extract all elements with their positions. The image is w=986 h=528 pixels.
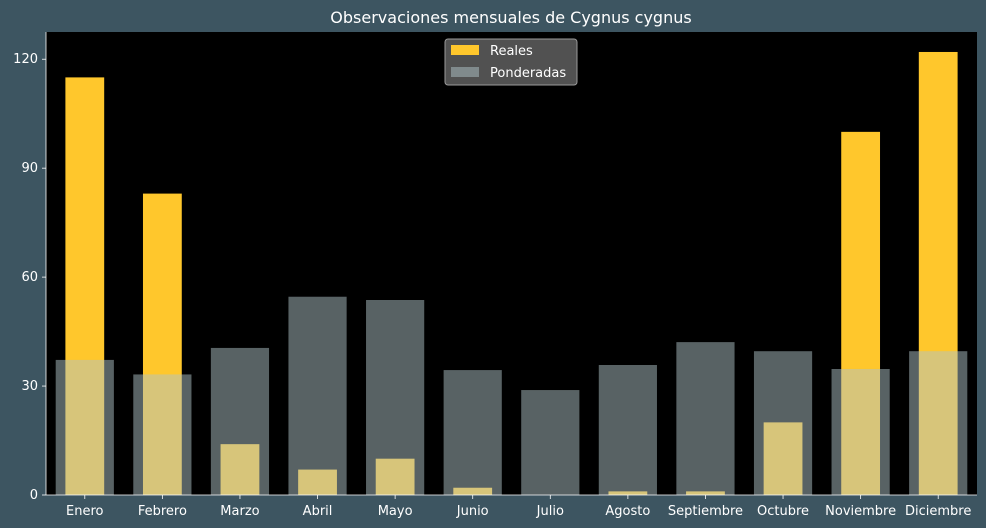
x-tick-label: Abril [303, 504, 333, 519]
bar-ponderadas [909, 351, 968, 495]
x-tick-label: Noviembre [825, 504, 896, 519]
x-tick-label: Agosto [605, 504, 650, 519]
y-tick-label: 90 [21, 161, 38, 176]
y-tick-label: 30 [21, 379, 38, 394]
x-tick-label: Marzo [220, 504, 259, 519]
bar-ponderadas [676, 342, 735, 495]
x-tick-label: Octubre [757, 504, 809, 519]
x-tick-label: Diciembre [905, 504, 971, 519]
y-axis: 0 30 60 90 120 [13, 32, 47, 503]
plot-background [46, 32, 977, 495]
legend: Reales Ponderadas [444, 38, 578, 86]
y-tick-label: 60 [21, 270, 38, 285]
x-tick-label: Enero [66, 504, 104, 519]
bar-ponderadas [443, 370, 502, 495]
legend-label-reales: Reales [490, 44, 533, 59]
bar-ponderadas [521, 390, 580, 495]
bar-ponderadas [288, 296, 347, 495]
bar-ponderadas [831, 368, 890, 495]
y-tick-label: 0 [30, 488, 38, 503]
x-tick-label: Febrero [138, 504, 187, 519]
bar-ponderadas [366, 299, 425, 495]
x-tick-label: Julio [536, 504, 564, 519]
chart-title: Observaciones mensuales de Cygnus cygnus [330, 8, 691, 27]
legend-swatch-ponderadas [451, 67, 479, 77]
bar-ponderadas [598, 364, 657, 495]
x-tick-label: Septiembre [668, 504, 743, 519]
bar-ponderadas [133, 374, 192, 495]
legend-label-ponderadas: Ponderadas [490, 66, 566, 81]
bars-ponderadas [55, 296, 968, 495]
bar-ponderadas [753, 351, 813, 495]
y-tick-label: 120 [13, 52, 38, 67]
x-tick-label: Junio [456, 504, 489, 519]
bar-ponderadas [210, 347, 270, 495]
x-axis: Enero Febrero Marzo Abril Mayo Junio Julio Agos… [46, 494, 977, 519]
legend-swatch-reales [451, 45, 479, 55]
bar-ponderadas [55, 359, 114, 495]
x-tick-label: Mayo [378, 504, 413, 519]
